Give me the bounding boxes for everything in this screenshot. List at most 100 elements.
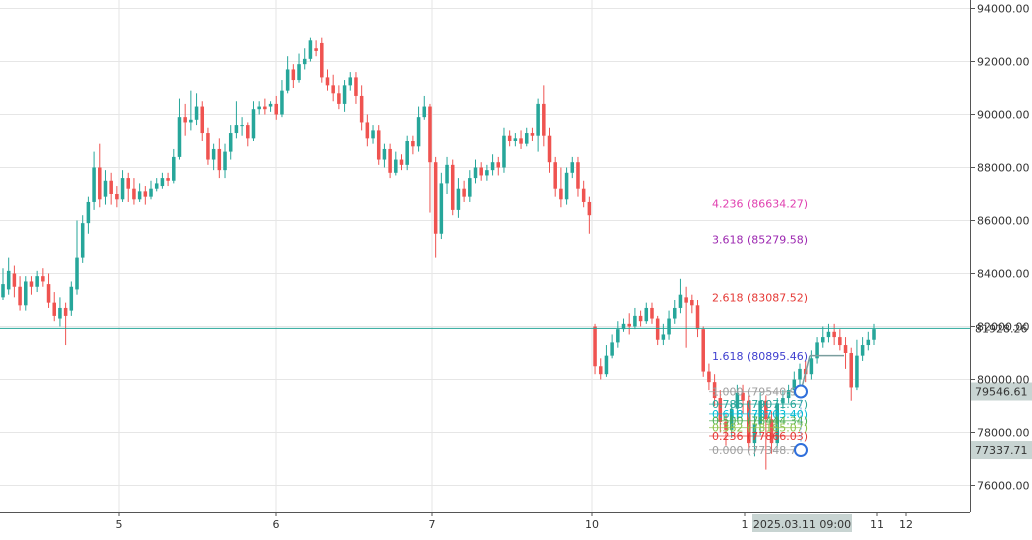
y-tick-label: 92000.00: [977, 56, 1030, 69]
candle-body: [234, 125, 239, 134]
candle-body: [325, 77, 330, 86]
candle-body: [280, 90, 284, 115]
candle-body: [41, 276, 45, 282]
candle-body: [570, 162, 575, 173]
x-tick-label: 1: [742, 518, 749, 531]
candle-body: [308, 40, 313, 59]
candle-body: [331, 85, 335, 94]
candle-body: [371, 130, 375, 139]
candle-body: [428, 106, 432, 163]
candle-body: [348, 77, 353, 86]
candle-body: [758, 400, 762, 425]
candle-body: [781, 398, 785, 404]
candle-body: [194, 106, 199, 120]
price-label-bg: [971, 319, 1032, 338]
candle-body: [183, 117, 187, 123]
candle-body: [86, 201, 91, 224]
fib-axis-label-bg: [971, 441, 1032, 460]
candle-body: [496, 162, 501, 168]
candle-body: [314, 48, 318, 51]
candle-body: [746, 400, 751, 444]
candle-body: [6, 270, 11, 290]
fib-anchor-handle[interactable]: [794, 443, 808, 458]
y-tick-label: 78000.00: [977, 427, 1030, 440]
candle-body: [581, 188, 586, 202]
candle-body: [365, 122, 370, 139]
price-label: 81928.26: [975, 322, 1028, 335]
candle-body: [621, 323, 626, 330]
candle-body: [672, 307, 677, 319]
fib-level-label: 0.236 (77866.03): [712, 430, 808, 443]
candle-body: [542, 103, 546, 136]
fib-anchor-handle[interactable]: [794, 384, 808, 399]
candle-body: [559, 188, 563, 200]
y-tick-label: 80000.00: [977, 374, 1030, 387]
candle-body: [411, 141, 415, 147]
x-tick-label: 5: [116, 518, 123, 531]
y-tick-label: 88000.00: [977, 162, 1030, 175]
x-tick-label: 10: [585, 518, 599, 531]
overlay-layer: 4.236 (86634.27) 3.618 (85279.58) 2.618 (8…: [0, 198, 1032, 460]
candle-body: [206, 133, 210, 160]
candle-body: [320, 42, 324, 78]
candle-body: [354, 77, 358, 96]
candle-body: [24, 281, 28, 306]
candle-body: [655, 318, 660, 340]
candle-body: [263, 106, 267, 110]
candle-body: [598, 366, 603, 375]
fib-level-label: 0.618 (78703.40): [712, 408, 808, 421]
candle-body: [684, 297, 688, 303]
candle-body: [530, 133, 535, 136]
candle-body: [462, 188, 466, 197]
candle-body: [29, 281, 34, 287]
fib-level-label: 3.618 (85279.58): [712, 234, 808, 247]
candle-body: [217, 148, 222, 171]
candle-body: [815, 342, 819, 359]
candle-body: [866, 339, 871, 346]
fib-level-label: 0.500 (78444.34): [712, 415, 808, 428]
candle-body: [160, 178, 165, 187]
candle-body: [240, 125, 244, 127]
candle-body: [832, 331, 836, 338]
candle-body: [69, 286, 74, 311]
candle-body: [838, 337, 842, 346]
candle-body: [359, 95, 364, 123]
candle-body: [860, 345, 865, 356]
candle-body: [729, 408, 734, 430]
candle-body: [855, 355, 859, 388]
candle-body: [416, 117, 421, 147]
candle-body: [1, 284, 5, 298]
crosshair-time-label-bg: [752, 514, 852, 532]
candle-body: [735, 392, 740, 409]
candle-body: [189, 119, 193, 123]
candle-body: [63, 307, 68, 316]
candle-body: [399, 159, 404, 165]
y-tick-label: 90000.00: [977, 109, 1030, 122]
candle-body: [274, 103, 279, 115]
candle-body: [764, 400, 768, 420]
candle-body: [690, 300, 694, 306]
fib-axis-label: 77337.71: [975, 444, 1028, 457]
candle-body: [98, 167, 102, 200]
candle-body: [137, 191, 142, 200]
candle-body: [52, 302, 57, 316]
candle-body: [376, 130, 381, 160]
candle-body: [479, 167, 483, 176]
candle-body: [678, 294, 683, 308]
candle-body: [524, 133, 529, 144]
candle-body: [604, 355, 609, 375]
candle-body: [507, 135, 512, 141]
fib-level-label: 0.000 (77348.71): [712, 444, 808, 457]
candle-body: [291, 69, 296, 81]
candle-body: [246, 125, 250, 139]
candle-body: [468, 178, 472, 197]
candle-body: [718, 398, 723, 422]
candle-body: [228, 133, 233, 152]
candle-body: [593, 326, 597, 367]
fib-axis-label: 79546.61: [975, 386, 1028, 399]
candle-body: [92, 167, 96, 202]
candle-body: [741, 392, 745, 401]
